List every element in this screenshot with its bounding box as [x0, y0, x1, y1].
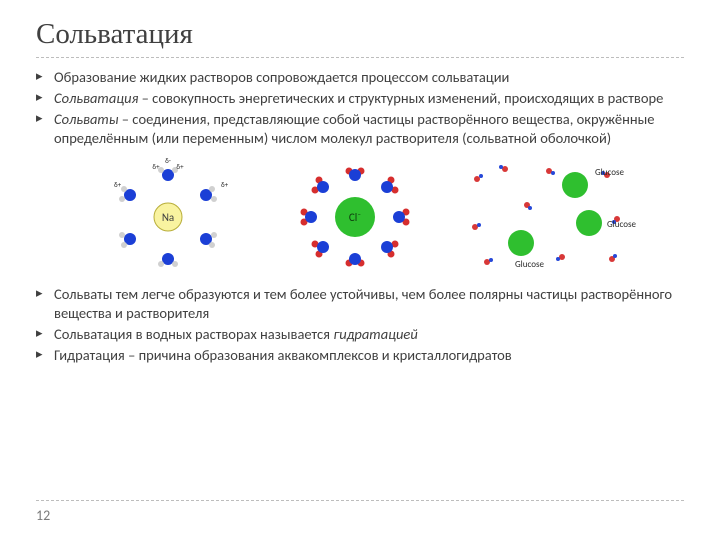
bullet-item: Сольваты – соединения, представляющие со… — [36, 110, 684, 148]
bullet-text: Сольваты тем легче образуются и тем боле… — [54, 285, 672, 322]
svg-text:δ-: δ- — [165, 157, 171, 165]
bullets-bottom: Сольваты тем легче образуются и тем боле… — [36, 285, 684, 366]
title-divider: Сольватация — [36, 18, 684, 58]
diagram-glucose-solvation: Glucose Glucose Glucose — [457, 157, 637, 277]
bullet-emph: Сольватация — [54, 89, 138, 107]
slide-title: Сольватация — [36, 18, 684, 51]
svg-text:δ+: δ+ — [114, 180, 122, 189]
bullet-text: Гидратация – причина образования акваком… — [54, 346, 512, 364]
svg-text:Glucose: Glucose — [595, 167, 624, 178]
diagrams-row: Na δ- δ+ δ+ δ+ — [36, 157, 684, 277]
na-label: Na — [162, 211, 174, 224]
svg-text:Glucose: Glucose — [607, 219, 636, 230]
bullet-item: Образование жидких растворов сопровождае… — [36, 68, 684, 87]
glucose-ball: Glucose — [576, 210, 636, 236]
glucose-ball: Glucose — [562, 167, 624, 198]
bullet-text: – совокупность энергетических и структур… — [138, 89, 663, 107]
svg-text:δ+: δ+ — [176, 162, 184, 171]
bullet-emph: гидратацией — [333, 325, 417, 343]
bullet-item: Сольватация – совокупность энергетически… — [36, 89, 684, 108]
bullets-top: Образование жидких растворов сопровождае… — [36, 68, 684, 149]
bullet-item: Гидратация – причина образования акваком… — [36, 346, 684, 365]
slide: Сольватация Образование жидких растворов… — [0, 0, 720, 389]
bullet-item: Сольваты тем легче образуются и тем боле… — [36, 285, 684, 323]
bullet-emph: Сольваты — [54, 110, 119, 128]
page-number-value: 12 — [36, 507, 50, 524]
bullet-text: Сольватация в водных растворах называетс… — [54, 325, 333, 343]
bullet-text: – соединения, представляющие собой части… — [54, 110, 654, 147]
glucose-ball: Glucose — [508, 230, 544, 270]
diagram-na-solvation: Na δ- δ+ δ+ δ+ — [83, 157, 253, 277]
cl-label: Cl⁻ — [349, 211, 361, 224]
svg-text:δ+: δ+ — [152, 162, 160, 171]
bullet-text: Образование жидких растворов сопровождае… — [54, 68, 509, 86]
page-number: 12 — [36, 500, 684, 524]
svg-text:Glucose: Glucose — [515, 259, 544, 270]
bullet-item: Сольватация в водных растворах называетс… — [36, 325, 684, 344]
diagram-cl-solvation: Cl⁻ — [275, 157, 435, 277]
svg-text:δ+: δ+ — [221, 180, 229, 189]
